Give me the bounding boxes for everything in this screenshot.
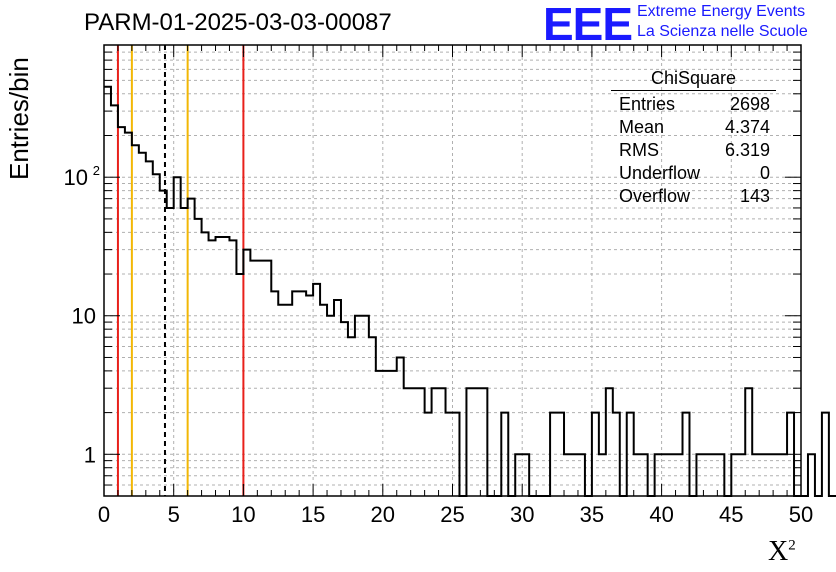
- y-tick-label: 10: [64, 165, 88, 190]
- logo-line-2: La Scienza nelle Scuole: [637, 23, 808, 40]
- histogram-series: [104, 85, 836, 497]
- y-ticks: 1 10 10 2: [64, 51, 801, 486]
- x-tick-label: 50: [789, 502, 813, 527]
- x-tick-label: 0: [98, 502, 110, 527]
- stats-row-mean: Mean 4.374: [611, 116, 776, 139]
- stats-label: Mean: [619, 117, 665, 137]
- eee-logo: EEE: [543, 0, 633, 50]
- x-ticks: 0 5 10 15 20 25 30 35 40 45 50: [98, 45, 813, 527]
- x-tick-label: 10: [231, 502, 255, 527]
- x-tick-label: 20: [371, 502, 395, 527]
- logo-line-1: Extreme Energy Events: [637, 3, 806, 20]
- x-tick-label: 15: [301, 502, 325, 527]
- stats-value: 143: [739, 186, 770, 206]
- x-tick-label: 35: [580, 502, 604, 527]
- stats-label: Entries: [619, 94, 676, 114]
- stats-row-underflow: Underflow 0: [611, 162, 776, 185]
- stats-row-entries: Entries 2698: [611, 93, 776, 116]
- stats-value: 0: [759, 163, 770, 183]
- stats-value: 6.319: [724, 140, 770, 160]
- stats-row-overflow: Overflow 143: [611, 185, 776, 208]
- stats-value: 2698: [729, 94, 770, 114]
- x-axis-label-sup: 2: [788, 537, 796, 554]
- grid: [104, 45, 801, 496]
- y-tick-label-sup: 2: [93, 163, 100, 178]
- stats-box: ChiSquare Entries 2698 Mean 4.374 RMS 6.319…: [611, 68, 776, 208]
- logo-text: Extreme Energy Events La Scienza nelle S…: [637, 2, 808, 42]
- x-tick-label: 5: [168, 502, 180, 527]
- stats-row-rms: RMS 6.319: [611, 139, 776, 162]
- stats-value: 4.374: [724, 117, 770, 137]
- stats-label: Underflow: [619, 163, 701, 183]
- y-axis-label: Entries/bin: [4, 57, 34, 180]
- y-tick-label: 10: [72, 304, 96, 329]
- stats-label: Overflow: [619, 186, 691, 206]
- stats-label: RMS: [619, 140, 659, 160]
- stats-title: ChiSquare: [611, 68, 776, 91]
- x-axis-label-base: X: [768, 536, 789, 567]
- y-tick-label: 1: [84, 442, 96, 467]
- x-tick-label: 45: [719, 502, 743, 527]
- chart-title: PARM-01-2025-03-03-00087: [84, 9, 392, 36]
- x-tick-label: 30: [510, 502, 534, 527]
- x-axis-label: X2: [768, 536, 796, 568]
- x-tick-label: 25: [440, 502, 464, 527]
- x-tick-label: 40: [649, 502, 673, 527]
